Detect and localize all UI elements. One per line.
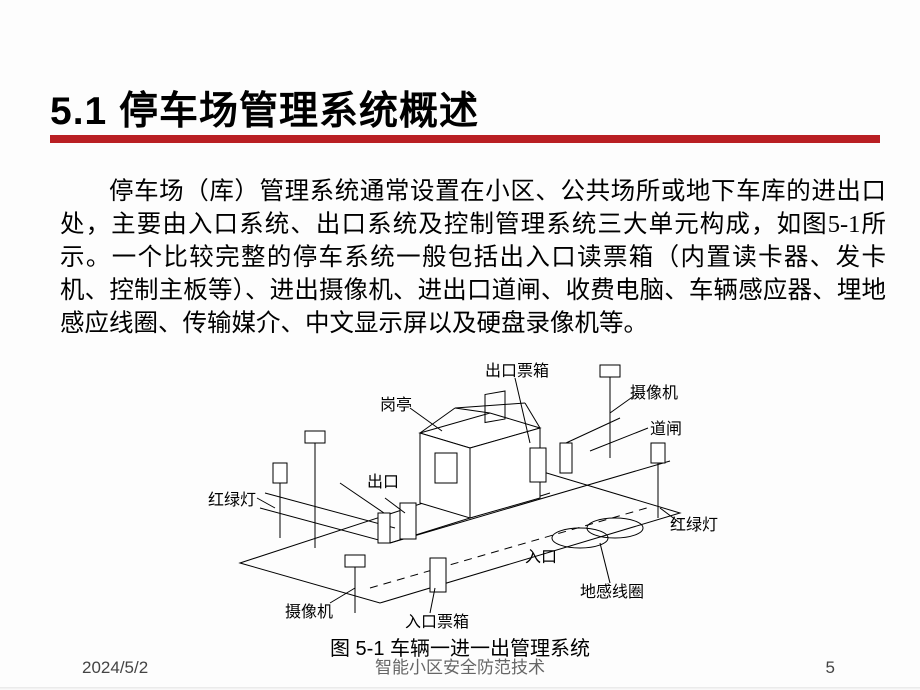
label-traffic-light-left: 红绿灯	[208, 486, 256, 510]
label-traffic-light-right: 红绿灯	[670, 511, 718, 535]
figure-5-1: 岗亭 出口票箱 摄像机 道闸 红绿灯 出口 摄像机 入口票箱 入口 地感线圈 红…	[210, 363, 710, 628]
label-guard-booth: 岗亭	[380, 391, 412, 415]
label-exit-box: 出口票箱	[485, 357, 549, 381]
label-exit: 出口	[367, 468, 399, 492]
label-camera-bottom: 摄像机	[285, 598, 333, 622]
section-heading: 5.1 停车场管理系统概述	[50, 80, 479, 136]
label-loop: 地感线圈	[580, 578, 644, 602]
label-barrier: 道闸	[650, 415, 682, 439]
label-camera-top: 摄像机	[630, 379, 678, 403]
label-entry-box: 入口票箱	[405, 608, 469, 632]
heading-underline	[50, 135, 880, 143]
label-entry: 入口	[525, 543, 557, 567]
slide: 5.1 停车场管理系统概述 停车场（库）管理系统通常设置在小区、公共场所或地下车…	[0, 0, 920, 690]
footer-title: 智能小区安全防范技术	[0, 653, 920, 678]
body-paragraph: 停车场（库）管理系统通常设置在小区、公共场所或地下车库的进出口处，主要由入口系统…	[60, 175, 886, 340]
footer-pagenum: 5	[826, 658, 835, 678]
